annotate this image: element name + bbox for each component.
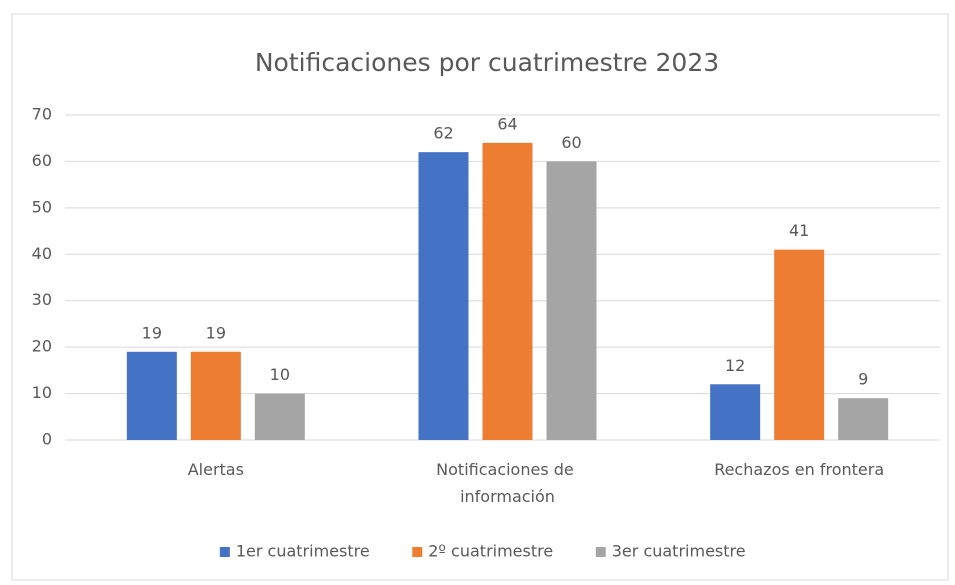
legend-label: 1er cuatrimestre	[236, 542, 370, 561]
data-label: 19	[206, 323, 226, 342]
bar	[126, 351, 177, 440]
chart-title: Notificaciones por cuatrimestre 2023	[255, 48, 719, 77]
data-label: 19	[142, 323, 162, 342]
bar	[254, 393, 305, 440]
legend-swatch	[412, 547, 423, 557]
y-tick-label: 0	[42, 430, 52, 449]
bar	[710, 384, 761, 440]
y-tick-label: 40	[32, 244, 52, 263]
data-label: 12	[725, 356, 745, 375]
y-tick-label: 50	[32, 197, 52, 216]
bar	[482, 142, 533, 440]
data-label: 9	[858, 370, 868, 389]
y-tick-label: 20	[32, 337, 52, 356]
x-tick-label: Alertas	[188, 460, 244, 479]
legend-label: 3er cuatrimestre	[612, 542, 746, 561]
x-tick-label: Notificaciones de información	[436, 460, 579, 506]
bar	[774, 249, 825, 440]
y-tick-label: 60	[32, 151, 52, 170]
data-label: 62	[433, 124, 453, 143]
bar	[546, 161, 597, 440]
legend-swatch	[219, 547, 230, 557]
y-tick-label: 10	[32, 383, 52, 402]
data-label: 41	[789, 221, 809, 240]
data-label: 60	[561, 133, 581, 152]
x-tick-label: Rechazos en frontera	[714, 460, 884, 479]
y-tick-label: 30	[32, 290, 52, 309]
y-tick-label: 70	[32, 105, 52, 124]
bar	[190, 351, 241, 440]
bar	[418, 152, 469, 440]
data-label: 64	[497, 114, 517, 133]
legend-swatch	[595, 547, 606, 557]
data-label: 10	[270, 365, 290, 384]
legend-label: 2º cuatrimestre	[428, 542, 553, 561]
bar	[838, 398, 889, 440]
